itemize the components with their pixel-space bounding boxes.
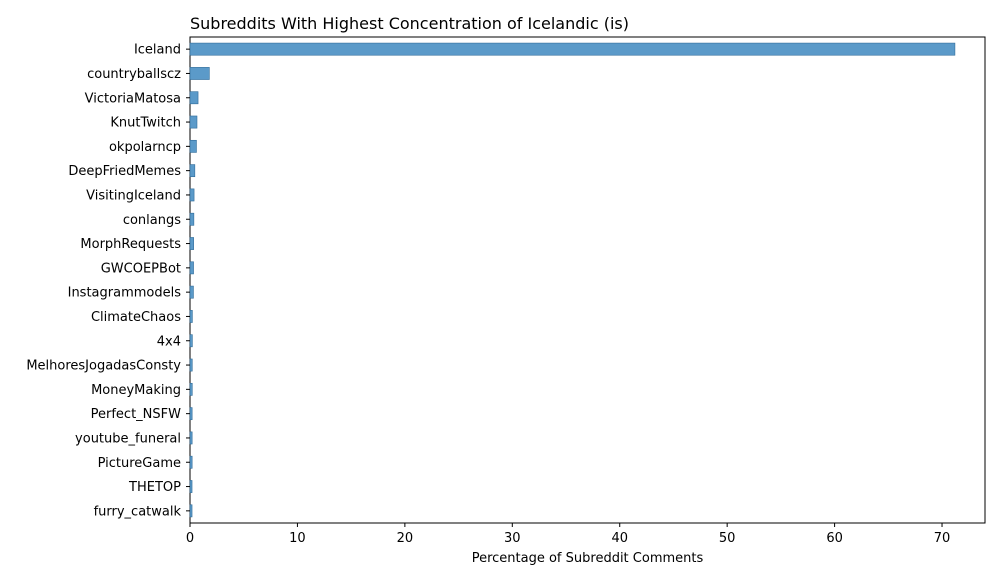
y-tick-label: conlangs [123,213,181,228]
bar-THETOP [189,480,193,493]
bar-countryballscz [189,67,210,80]
y-tick-label: Iceland [134,43,181,58]
y-tick-label: okpolarncp [109,140,181,155]
y-tick-label: VisitingIceland [86,188,181,203]
y-tick-label: MorphRequests [80,237,181,252]
x-tick-label: 70 [934,531,951,546]
x-tick-label: 60 [826,531,843,546]
bar-VisitingIceland [189,188,195,202]
bar-okpolarncp [189,139,197,153]
bar-VictoriaMatosa [189,91,199,105]
bar-ClimateChaos [189,310,193,323]
y-tick-label: GWCOEPBot [101,261,181,276]
y-axis: Iceland countryballscz VictoriaMatosa KnutT… [26,43,190,519]
y-tick-label: countryballscz [87,67,181,82]
y-tick-label: DeepFriedMemes [68,164,181,179]
y-tick-label: 4x4 [157,334,181,349]
chart-title: Subreddits With Highest Concentration of… [190,14,629,33]
x-axis: 0 10 20 30 40 50 60 70 [186,523,950,546]
bar-MorphRequests [189,237,194,250]
x-tick-label: 40 [611,531,628,546]
bar-youtube_funeral [189,431,193,445]
bar-MelhoresJogadasConsty [189,358,193,372]
bar-GWCOEPBot [189,261,194,275]
x-tick-label: 30 [504,531,521,546]
y-tick-label: THETOP [128,480,181,495]
x-tick-label: 50 [719,531,736,546]
y-tick-label: youtube_funeral [75,431,181,446]
x-tick-label: 0 [186,531,194,546]
bar-Perfect_NSFW [189,407,193,421]
x-axis-label: Percentage of Subreddit Comments [472,551,704,566]
y-tick-label: MelhoresJogadasConsty [26,359,181,374]
plot-area [189,36,986,524]
bar-4x4 [189,334,193,348]
bar-DeepFriedMemes [189,164,196,178]
bars-group [189,42,956,518]
y-tick-label: ClimateChaos [91,310,181,325]
bar-Iceland [189,42,956,56]
y-tick-label: VictoriaMatosa [85,91,181,106]
bar-Instagrammodels [189,285,194,299]
y-tick-label: MoneyMaking [91,383,181,398]
bar-conlangs [189,212,195,226]
x-tick-label: 10 [289,531,306,546]
y-tick-label: Instagrammodels [68,286,182,301]
y-tick-label: PictureGame [98,456,181,471]
x-tick-label: 20 [397,531,414,546]
bar-MoneyMaking [189,382,193,396]
y-tick-label: Perfect_NSFW [91,407,181,422]
bar-furry_catwalk [189,504,193,518]
bar-PictureGame [189,455,193,469]
bar-KnutTwitch [189,115,198,129]
y-tick-label: furry_catwalk [94,504,182,519]
y-tick-label: KnutTwitch [110,116,181,131]
